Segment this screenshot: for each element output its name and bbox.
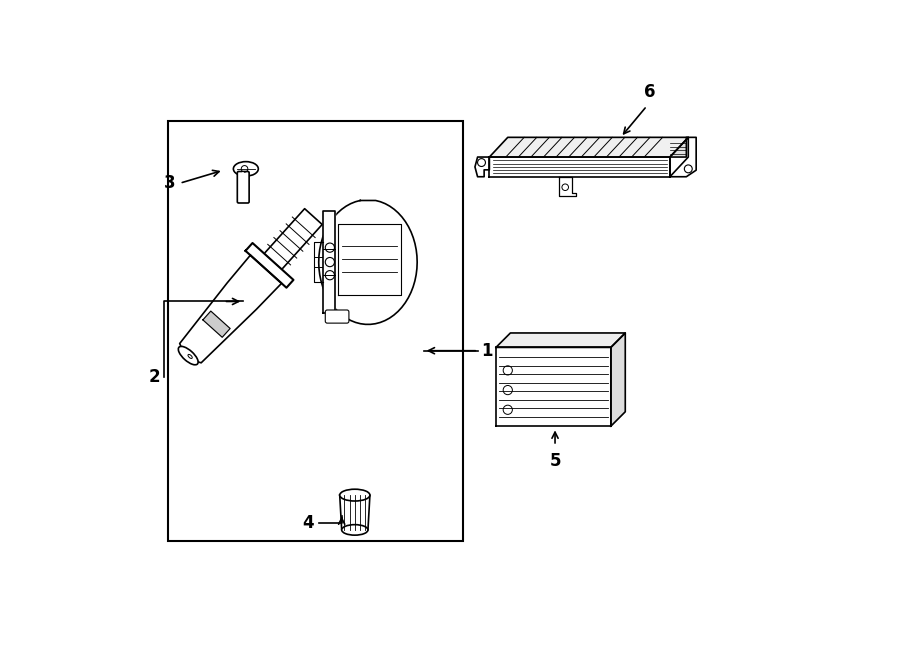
Text: 5: 5: [549, 452, 561, 471]
Polygon shape: [611, 333, 625, 426]
Ellipse shape: [339, 489, 370, 501]
Text: 4: 4: [302, 514, 313, 532]
Polygon shape: [670, 137, 688, 177]
Polygon shape: [202, 311, 230, 337]
Ellipse shape: [178, 346, 198, 365]
Polygon shape: [496, 348, 611, 426]
Polygon shape: [670, 137, 697, 177]
Polygon shape: [319, 201, 418, 324]
FancyBboxPatch shape: [325, 310, 349, 323]
Polygon shape: [338, 224, 400, 295]
FancyBboxPatch shape: [238, 171, 249, 203]
Text: 3: 3: [164, 174, 176, 192]
Text: 1: 1: [482, 342, 493, 359]
Polygon shape: [475, 157, 490, 177]
Polygon shape: [323, 211, 335, 313]
Polygon shape: [559, 177, 576, 197]
Text: 2: 2: [148, 368, 160, 386]
Polygon shape: [490, 137, 688, 157]
Polygon shape: [490, 157, 670, 177]
Polygon shape: [246, 243, 293, 288]
Polygon shape: [180, 256, 282, 363]
Polygon shape: [339, 495, 370, 530]
Text: 6: 6: [644, 83, 656, 101]
Polygon shape: [261, 209, 322, 273]
Polygon shape: [496, 333, 626, 348]
Bar: [167, 121, 464, 541]
Ellipse shape: [233, 162, 258, 176]
Ellipse shape: [342, 525, 368, 535]
